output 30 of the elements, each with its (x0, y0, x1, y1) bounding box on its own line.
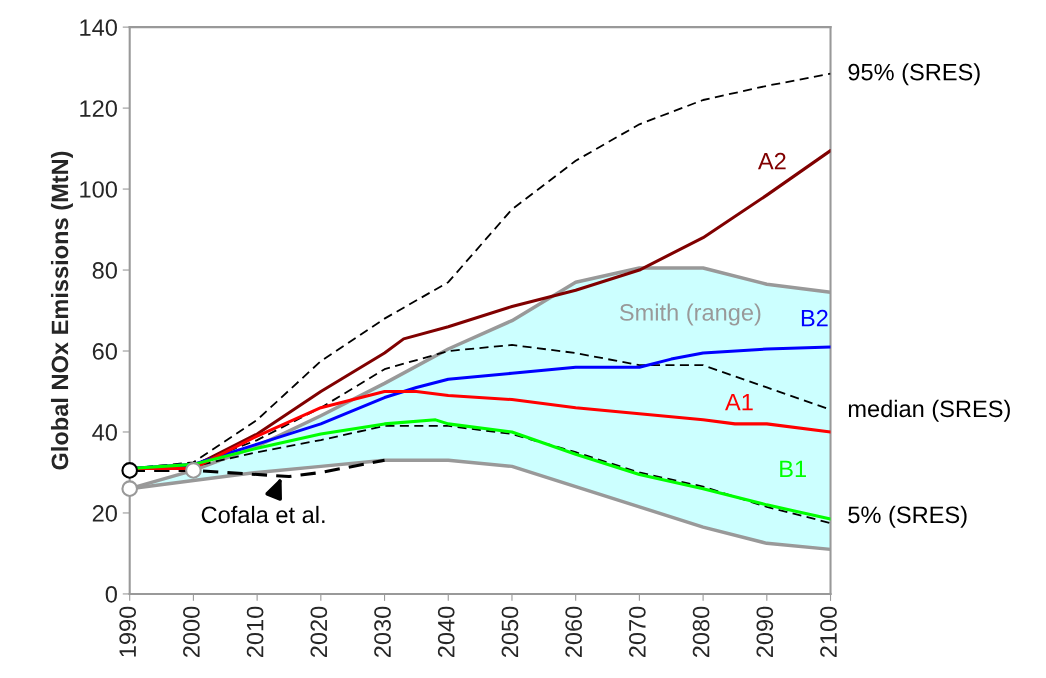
x-tick-label: 2010 (246, 606, 264, 658)
x-tick-label: 2020 (310, 606, 328, 658)
y-tick-label: 20 (92, 505, 117, 522)
x-tick-label: 2080 (692, 606, 710, 658)
y-tick-label: 120 (80, 100, 117, 117)
x-tick-label: 2100 (820, 606, 837, 658)
y-tick-label: 60 (92, 343, 117, 360)
y-tick-label: 40 (92, 424, 117, 441)
annotation: Cofala et al. (201, 505, 325, 524)
series-label: B1 (780, 460, 806, 478)
x-tick-label: 2090 (756, 606, 774, 658)
x-tick-label: 2050 (501, 606, 519, 658)
y-tick-label: 0 (105, 586, 117, 603)
y-tick-label: 80 (92, 262, 117, 279)
y-tick-label: 140 (80, 19, 117, 36)
series-label: A1 (725, 393, 753, 411)
x-tick-label: 2030 (374, 606, 391, 658)
x-tick-label: 2040 (437, 606, 455, 658)
series-label: Smith (range) (619, 303, 761, 326)
x-tick-label: 2060 (565, 606, 583, 658)
series-label: B2 (801, 309, 828, 327)
series-label: median (SRES) (848, 399, 1010, 422)
x-tick-label: 1990 (119, 606, 137, 657)
series-label: A2 (757, 152, 786, 170)
x-tick-label: 2070 (629, 606, 646, 658)
y-tick-label: 100 (80, 181, 117, 198)
y-axis-title: Global NOx Emissions (MtN) (50, 151, 73, 470)
x-tick-label: 2000 (183, 606, 200, 658)
series-label: 5% (SRES) (848, 505, 967, 528)
series-label: 95% (SRES) (848, 63, 980, 86)
